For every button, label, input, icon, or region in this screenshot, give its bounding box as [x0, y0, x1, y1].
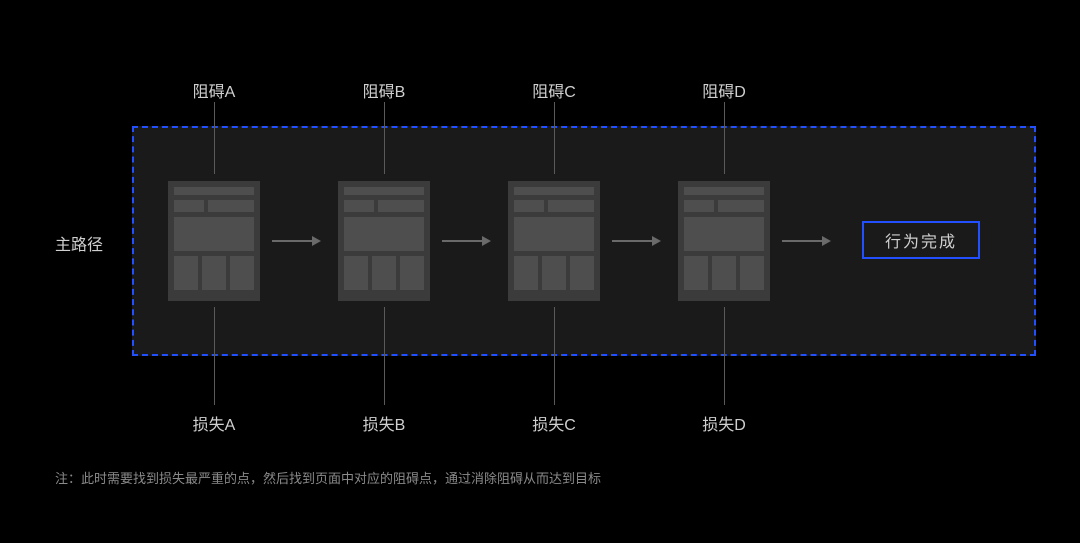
arrow-3 [612, 236, 661, 246]
bottom-label-b: 损失B [354, 411, 414, 435]
screen-b [338, 181, 430, 301]
top-label-d: 阻碍D [694, 78, 754, 102]
top-connector-d [724, 102, 725, 174]
done-box: 行为完成 [862, 221, 980, 259]
bottom-label-a: 损失A [184, 411, 244, 435]
bottom-connector-c [554, 307, 555, 405]
top-connector-a [214, 102, 215, 174]
top-label-a: 阻碍A [184, 78, 244, 102]
screen-a [168, 181, 260, 301]
top-connector-c [554, 102, 555, 174]
arrow-1 [272, 236, 321, 246]
top-connector-b [384, 102, 385, 174]
done-label: 行为完成 [885, 228, 957, 252]
main-path-label: 主路径 [55, 231, 103, 255]
bottom-connector-b [384, 307, 385, 405]
bottom-label-d: 损失D [694, 411, 754, 435]
screen-c [508, 181, 600, 301]
screen-d [678, 181, 770, 301]
diagram-canvas: 主路径 阻碍A 阻碍B 阻碍C 阻碍D 行为完成 损失A 损失B 损失C 损失D… [0, 0, 1080, 543]
bottom-label-c: 损失C [524, 411, 584, 435]
arrow-2 [442, 236, 491, 246]
footnote-text: 注：此时需要找到损失最严重的点，然后找到页面中对应的阻碍点，通过消除阻碍从而达到… [55, 468, 601, 487]
bottom-connector-d [724, 307, 725, 405]
bottom-connector-a [214, 307, 215, 405]
top-label-c: 阻碍C [524, 78, 584, 102]
arrow-4 [782, 236, 831, 246]
top-label-b: 阻碍B [354, 78, 414, 102]
